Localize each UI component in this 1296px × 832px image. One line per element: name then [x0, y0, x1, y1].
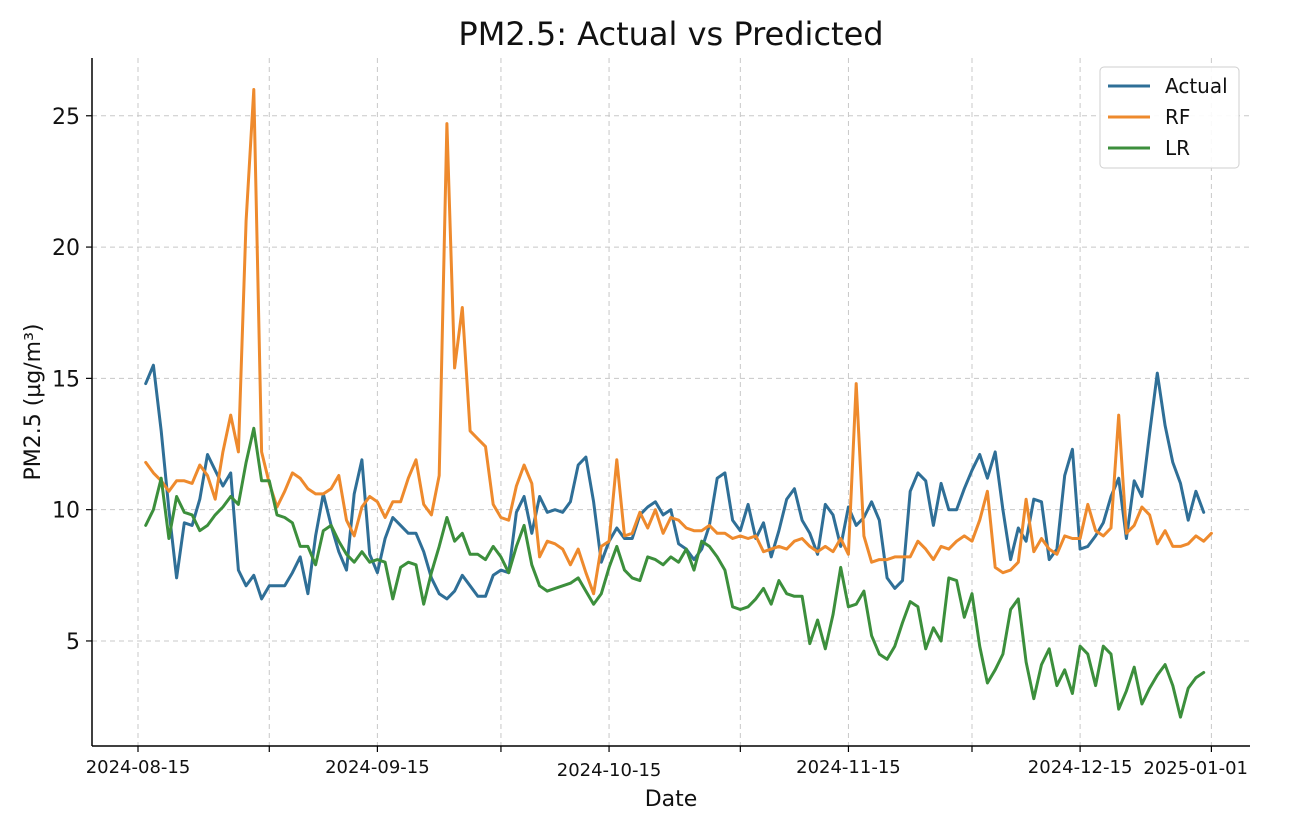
x-tick-label: 2024-08-15: [86, 757, 191, 778]
y-tick-label: 10: [52, 499, 80, 524]
y-axis-ticks: 5 10 15 20 25: [52, 105, 92, 655]
y-axis-label: PM2.5 (µg/m³): [21, 323, 46, 480]
x-tick-label: 2024-09-15: [325, 757, 430, 778]
legend-label-actual: Actual: [1165, 74, 1228, 98]
x-tick-label: 2024-11-15: [796, 757, 901, 778]
legend-box: [1099, 66, 1240, 169]
y-tick-label: 5: [66, 630, 80, 655]
series-line-rf: [144, 88, 1213, 596]
x-axis-label: Date: [645, 787, 698, 812]
legend-label-rf: RF: [1165, 105, 1190, 129]
y-tick-label: 20: [52, 236, 80, 261]
series-lines: [144, 88, 1213, 719]
chart-title: PM2.5: Actual vs Predicted: [458, 15, 883, 53]
y-tick-label: 25: [52, 105, 80, 130]
series-line-lr: [144, 426, 1206, 719]
x-tick-label: 2024-10-15: [557, 760, 662, 781]
grid-lines: [92, 58, 1250, 746]
x-axis-ticks: 2024-08-15 2024-09-15 2024-10-15 2024-11-15…: [86, 746, 1248, 781]
y-tick-label: 15: [52, 367, 80, 392]
x-tick-label: 2025-01-01: [1143, 758, 1248, 779]
series-line-actual: [144, 363, 1206, 601]
legend-label-lr: LR: [1165, 136, 1190, 160]
legend: Actual RF LR: [1099, 66, 1240, 169]
x-tick-label: 2024-12-15: [1028, 757, 1133, 778]
